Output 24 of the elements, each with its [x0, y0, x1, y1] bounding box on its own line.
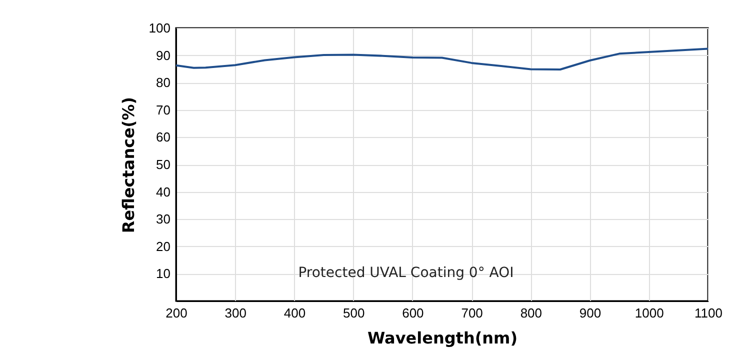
x-tick-label: 200 — [166, 306, 188, 320]
annotation: Protected UVAL Coating 0° AOI — [298, 265, 514, 281]
y-tick-label: 40 — [156, 184, 170, 200]
x-axis-title: Wavelength(nm) — [367, 328, 518, 348]
y-tick-label: 20 — [156, 238, 170, 254]
line-series — [175, 48, 709, 70]
x-tick-label: 1000 — [634, 306, 664, 320]
x-tick-label: 1100 — [694, 306, 722, 320]
x-tick-label: 500 — [342, 306, 365, 320]
y-tick-label: 80 — [156, 75, 170, 90]
x-tick-label: 600 — [402, 306, 424, 320]
y-tick-label: 50 — [156, 157, 170, 172]
y-axis-title: Reflectance(%) — [118, 96, 138, 234]
y-tick-label: 30 — [156, 212, 170, 227]
y-tick-label: 60 — [156, 130, 170, 145]
y-tick-label: 90 — [156, 48, 170, 63]
x-tick-label: 800 — [520, 306, 542, 320]
x-tick-label: 900 — [579, 306, 602, 320]
y-tick-label: 70 — [156, 102, 170, 118]
x-tick-label: 300 — [224, 306, 246, 320]
y-tick-label: 100 — [148, 20, 170, 36]
x-tick-label: 700 — [461, 306, 483, 320]
y-tick-label: 10 — [156, 266, 170, 282]
x-tick-label: 400 — [284, 306, 306, 320]
